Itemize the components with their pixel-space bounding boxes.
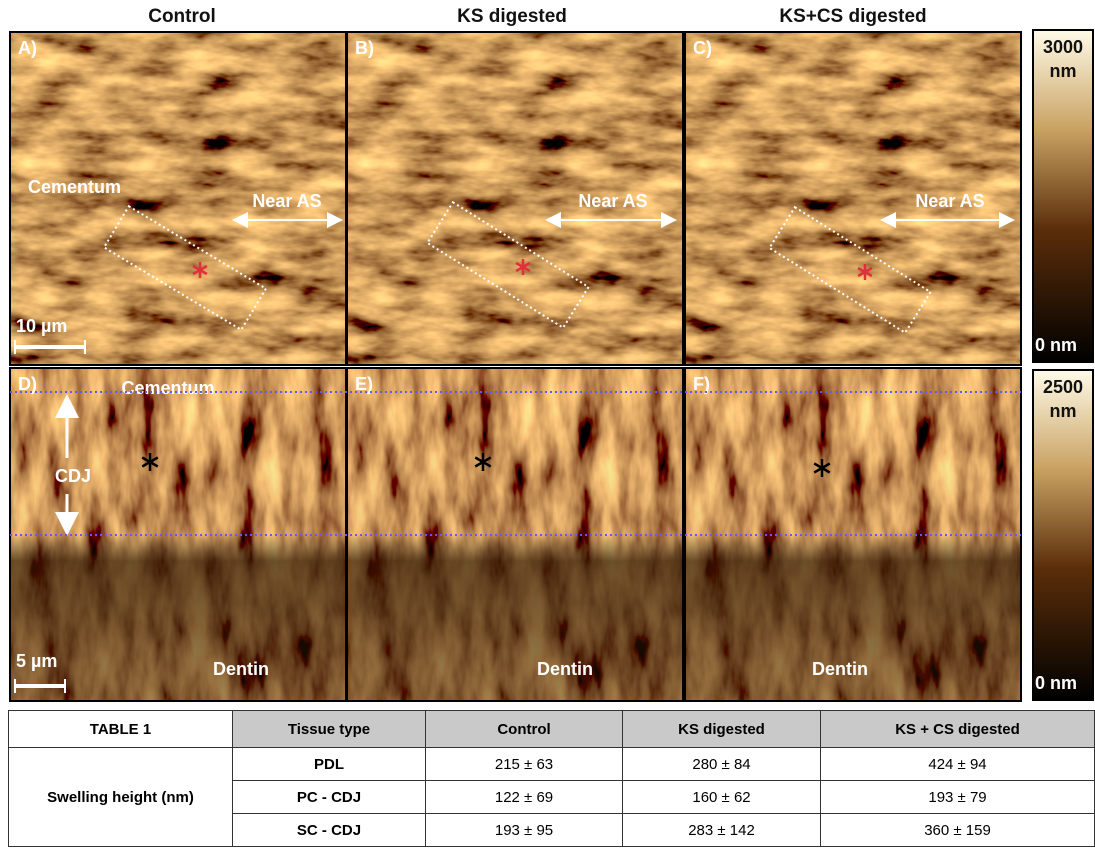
column-title: KS+CS digested	[779, 6, 926, 27]
bottom-region: Dentin	[213, 659, 269, 679]
colorbar-max: 2500	[1043, 377, 1083, 397]
cell: 193 ± 79	[821, 781, 1095, 814]
colorbar-unit: nm	[1050, 61, 1077, 81]
arrow-label: Near AS	[915, 191, 984, 211]
arrow-label: Near AS	[252, 191, 321, 211]
figure: Control KS digested KS+CS digested A) Near A…	[0, 0, 1095, 708]
colorbar-min: 0 nm	[1035, 335, 1077, 355]
region: Cementum	[28, 177, 121, 197]
cell: 122 ± 69	[426, 781, 623, 814]
column-title: Control	[148, 6, 216, 27]
scale-bar: 5 µm	[16, 651, 57, 671]
header-cell: Tissue type	[233, 711, 426, 748]
panel-label: B)	[355, 38, 374, 58]
results-table: TABLE 1 Tissue type Control KS digested …	[8, 710, 1095, 847]
panels: Control KS digested KS+CS digested A) Near A…	[10, 6, 1093, 701]
cell: PDL	[233, 748, 426, 781]
bottom-region: Dentin	[537, 659, 593, 679]
cell: 160 ± 62	[623, 781, 821, 814]
cell: 280 ± 84	[623, 748, 821, 781]
panel-label: E)	[355, 374, 373, 394]
colorbar-max: 3000	[1043, 37, 1083, 57]
cell: 360 ± 159	[821, 814, 1095, 847]
row-group: Swelling height (nm)	[9, 748, 233, 847]
scale-bar: 10 µm	[16, 316, 67, 336]
panel-label: D)	[18, 374, 37, 394]
panel-label: C)	[693, 38, 712, 58]
panel: A) Near AS Cementum 10 µm	[10, 32, 346, 365]
table-title: TABLE 1	[9, 711, 233, 748]
header-cell: KS + CS digested	[821, 711, 1095, 748]
cell: PC - CDJ	[233, 781, 426, 814]
header-cell: Control	[426, 711, 623, 748]
panel-label: F)	[693, 374, 710, 394]
arrow-label: Near AS	[578, 191, 647, 211]
panel-label: A)	[18, 38, 37, 58]
header-cell: KS digested	[623, 711, 821, 748]
junction: CDJ	[55, 466, 91, 486]
cell: 193 ± 95	[426, 814, 623, 847]
region: Cementum	[121, 378, 214, 398]
panel: B) Near AS	[347, 32, 683, 365]
colorbar-unit: nm	[1050, 401, 1077, 421]
cell: 215 ± 63	[426, 748, 623, 781]
column-title: KS digested	[457, 6, 567, 27]
cell: 424 ± 94	[821, 748, 1095, 781]
panel: C) Near AS	[685, 32, 1021, 365]
bottom-region: Dentin	[812, 659, 868, 679]
cell: 283 ± 142	[623, 814, 821, 847]
page: ControlKS digestedKS+CS digestedA)Near A…	[0, 0, 1095, 852]
colorbar-min: 0 nm	[1035, 673, 1077, 693]
cell: SC - CDJ	[233, 814, 426, 847]
